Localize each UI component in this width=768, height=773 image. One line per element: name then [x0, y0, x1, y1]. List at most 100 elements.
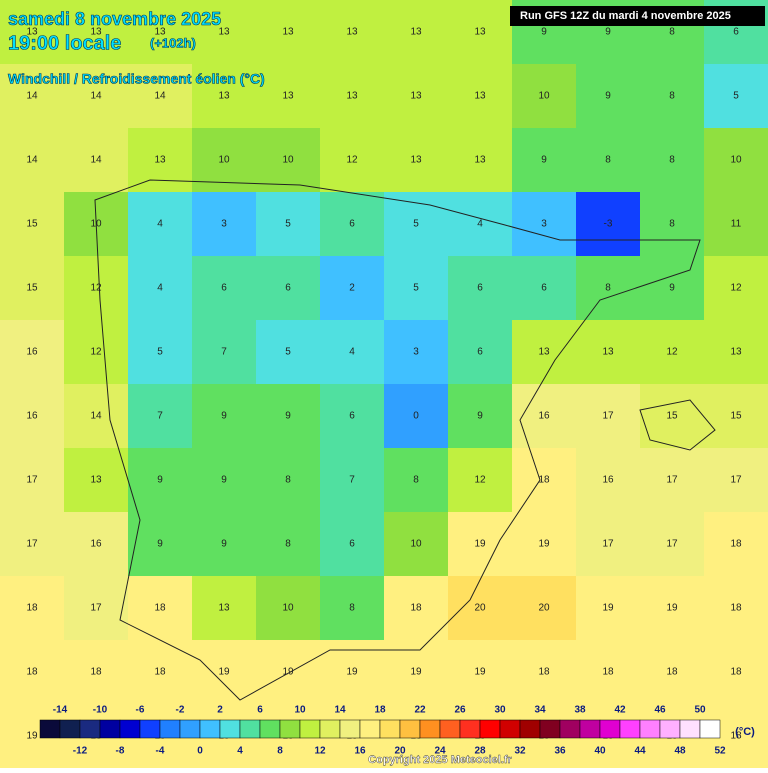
cell: [512, 640, 576, 704]
cell: [384, 320, 448, 384]
cell: [64, 640, 128, 704]
cell-value: 9: [477, 411, 483, 422]
legend-swatch: [139, 719, 161, 739]
cell-value: 13: [346, 91, 358, 102]
cell: [704, 576, 768, 640]
cell-value: 6: [477, 347, 483, 358]
cell: [256, 512, 320, 576]
cell: [640, 256, 704, 320]
cell-value: 14: [26, 155, 38, 166]
cell: [576, 192, 640, 256]
cell-value: 14: [90, 155, 102, 166]
cell: [192, 576, 256, 640]
cell: [704, 640, 768, 704]
cell-value: 19: [410, 667, 422, 678]
cell-value: 18: [666, 667, 678, 678]
cell: [640, 576, 704, 640]
legend-label: -4: [156, 746, 165, 757]
cell: [512, 512, 576, 576]
cell: [512, 576, 576, 640]
cell: [448, 128, 512, 192]
cell-value: 9: [605, 27, 611, 38]
cell-value: 9: [669, 283, 675, 294]
cell: [0, 576, 64, 640]
cell-value: 3: [221, 219, 227, 230]
cell: [64, 576, 128, 640]
cell: [704, 64, 768, 128]
cell: [256, 320, 320, 384]
cell: [448, 512, 512, 576]
cell: [256, 64, 320, 128]
legend-swatch: [699, 719, 721, 739]
cell-value: 3: [541, 219, 547, 230]
legend-label: 4: [237, 746, 243, 757]
cell-value: 14: [154, 91, 166, 102]
legend-swatch: [339, 719, 361, 739]
legend-label: -14: [53, 705, 68, 716]
cell-value: 5: [413, 283, 419, 294]
cell-value: 5: [413, 219, 419, 230]
cell: [384, 448, 448, 512]
cell-value: 4: [157, 219, 163, 230]
cell: [128, 512, 192, 576]
cell-value: 18: [730, 539, 742, 550]
legend-swatch: [579, 719, 601, 739]
cell-value: 10: [410, 539, 422, 550]
cell: [640, 64, 704, 128]
cell-value: 6: [541, 283, 547, 294]
cell: [512, 64, 576, 128]
cell: [0, 512, 64, 576]
cell-value: 8: [349, 603, 355, 614]
cell-value: 17: [26, 539, 38, 550]
cell-value: 6: [349, 539, 355, 550]
cell: [448, 448, 512, 512]
legend-swatch: [379, 719, 401, 739]
cell-value: 9: [221, 539, 227, 550]
cell-value: 8: [669, 155, 675, 166]
cell-value: 7: [349, 475, 355, 486]
cell: [64, 320, 128, 384]
cell-value: 10: [538, 91, 550, 102]
cell: [576, 640, 640, 704]
cell-value: 6: [349, 411, 355, 422]
cell: [320, 512, 384, 576]
cell: [448, 640, 512, 704]
cell-value: 12: [90, 283, 102, 294]
cell-value: 2: [349, 283, 355, 294]
cell-value: -3: [604, 219, 613, 230]
cell-value: 15: [26, 219, 38, 230]
cell: [320, 320, 384, 384]
cell-value: 13: [346, 27, 358, 38]
cell-value: 9: [285, 411, 291, 422]
legend-swatch: [639, 719, 661, 739]
cell-value: 18: [26, 667, 38, 678]
legend-label: 14: [334, 705, 346, 716]
legend-swatch: [199, 719, 221, 739]
legend-label: 2: [217, 705, 223, 716]
cell-value: 8: [285, 539, 291, 550]
legend: -14-12-10-8-6-4-202468101214161820222426…: [39, 705, 755, 757]
date: samedi 8 novembre 2025: [8, 9, 221, 29]
cell-value: 16: [26, 347, 38, 358]
cell-value: 0: [413, 411, 419, 422]
cell-value: 9: [221, 411, 227, 422]
lead: (+102h): [150, 35, 196, 50]
cell: [320, 64, 384, 128]
cell-value: 20: [538, 603, 550, 614]
cell: [576, 512, 640, 576]
cell: [512, 128, 576, 192]
legend-swatch: [59, 719, 81, 739]
cell: [704, 512, 768, 576]
cell-value: 19: [218, 667, 230, 678]
legend-swatch: [659, 719, 681, 739]
cell: [704, 192, 768, 256]
cell-value: 19: [282, 667, 294, 678]
cell: [320, 0, 384, 64]
cell-value: 4: [477, 219, 483, 230]
cell: [256, 640, 320, 704]
legend-label: 30: [494, 705, 506, 716]
cell: [384, 128, 448, 192]
cell: [512, 320, 576, 384]
cell: [320, 384, 384, 448]
cell-value: 10: [218, 155, 230, 166]
